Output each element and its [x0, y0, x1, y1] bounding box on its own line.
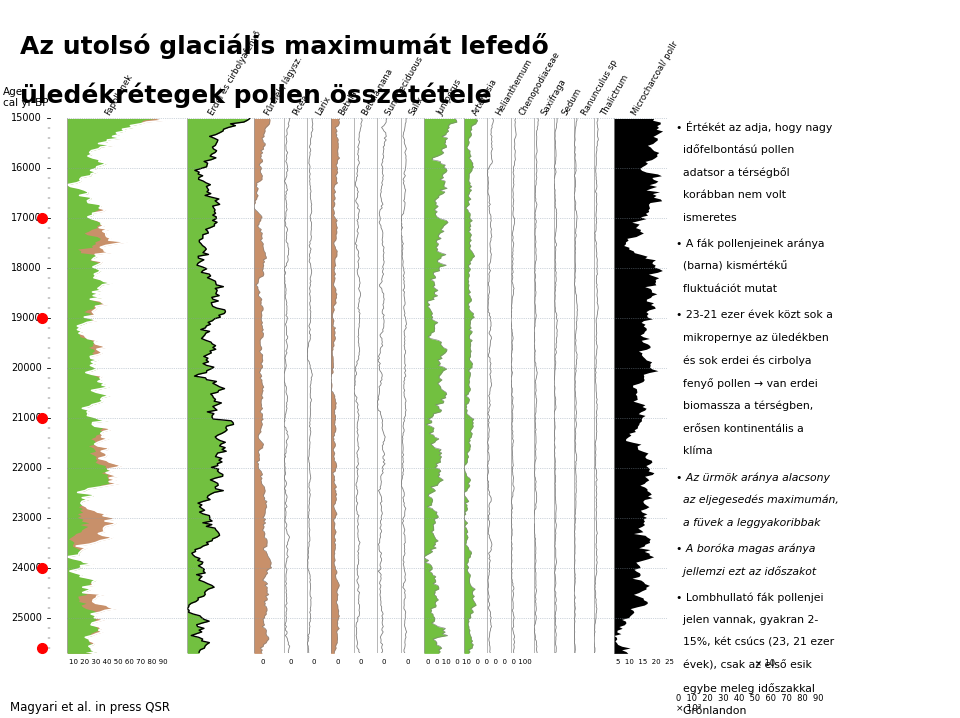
Text: Microcharcoal/ pollr: Microcharcoal/ pollr	[630, 39, 680, 117]
Text: időfelbontású pollen: időfelbontású pollen	[676, 144, 794, 155]
Text: 15000: 15000	[11, 113, 41, 123]
Text: 17000: 17000	[11, 213, 41, 223]
Text: 23000: 23000	[11, 513, 41, 523]
Text: Grönlandon: Grönlandon	[676, 706, 746, 716]
Text: 0: 0	[289, 659, 293, 665]
Text: jellemzi ezt az időszakot: jellemzi ezt az időszakot	[676, 567, 816, 577]
Text: 10 20 30 40 50 60 70 80 90: 10 20 30 40 50 60 70 80 90	[69, 659, 168, 665]
Text: klíma: klíma	[676, 447, 712, 457]
Text: Fűrélék, lágysz.: Fűrélék, lágysz.	[263, 55, 304, 117]
Text: 18000: 18000	[11, 264, 41, 274]
Text: 16000: 16000	[11, 164, 41, 174]
Text: erősen kontinentális a: erősen kontinentális a	[676, 424, 804, 434]
Text: Thalictrum: Thalictrum	[600, 73, 631, 117]
Text: 25000: 25000	[11, 613, 41, 623]
Text: 0: 0	[382, 659, 387, 665]
Text: Az utolsó glaciális maximumát lefedő: Az utolsó glaciális maximumát lefedő	[20, 33, 549, 59]
Text: 24000: 24000	[11, 564, 41, 574]
Text: Juniperus: Juniperus	[436, 78, 464, 117]
Text: • A boróka magas aránya: • A boróka magas aránya	[676, 544, 815, 554]
Text: adatsor a térségből: adatsor a térségből	[676, 167, 790, 178]
Text: Magyari et al. in press QSR: Magyari et al. in press QSR	[10, 701, 170, 714]
Text: Artemisia: Artemisia	[470, 77, 499, 117]
Text: 0: 0	[260, 659, 265, 665]
Text: 21000: 21000	[11, 414, 41, 424]
Text: Erdei és cirbolyafenyő: Erdei és cirbolyafenyő	[207, 29, 263, 117]
Text: Larix: Larix	[314, 94, 332, 117]
Text: • Az ürmök aránya alacsony: • Az ürmök aránya alacsony	[676, 472, 829, 482]
Text: egybe meleg időszakkal: egybe meleg időszakkal	[676, 684, 815, 694]
Text: 5  10  15  20  25: 5 10 15 20 25	[615, 659, 674, 665]
Text: jelen vannak, gyakran 2-: jelen vannak, gyakran 2-	[676, 615, 818, 625]
Text: 0  0 10  0 10  0  0  0  0  0 100: 0 0 10 0 10 0 0 0 0 0 100	[426, 659, 532, 665]
Text: ismeretes: ismeretes	[676, 213, 736, 223]
Text: a füvek a leggyakoribbak: a füvek a leggyakoribbak	[676, 518, 821, 528]
Text: üledékrétegek pollen összetétele: üledékrétegek pollen összetétele	[20, 83, 492, 108]
Text: 19000: 19000	[11, 314, 41, 323]
Text: 20000: 20000	[11, 363, 41, 373]
Text: korábban nem volt: korábban nem volt	[676, 190, 786, 200]
Text: • Lombhullató fák pollenjei: • Lombhullató fák pollenjei	[676, 592, 824, 602]
Text: 0: 0	[312, 659, 317, 665]
Text: Helianthemum: Helianthemum	[494, 57, 534, 117]
Text: Saxifraga: Saxifraga	[540, 77, 568, 117]
Text: 0: 0	[335, 659, 340, 665]
Text: Age
cal yr BP: Age cal yr BP	[4, 87, 49, 108]
Text: és sok erdei és cirbolya: és sok erdei és cirbolya	[676, 355, 811, 365]
Text: × 10²: × 10²	[676, 704, 702, 713]
Text: × 10: × 10	[755, 659, 775, 668]
Text: • A fák pollenjeinek aránya: • A fák pollenjeinek aránya	[676, 238, 825, 249]
Text: 0: 0	[405, 659, 410, 665]
Text: 0  10  20  30  40  50  60  70  80  90: 0 10 20 30 40 50 60 70 80 90	[676, 694, 824, 703]
Text: Chenopodiaceae: Chenopodiaceae	[517, 50, 562, 117]
Text: Betula nana: Betula nana	[361, 67, 395, 117]
Text: fluktuációt mutat: fluktuációt mutat	[676, 284, 777, 294]
Text: évek), csak az első esik: évek), csak az első esik	[676, 661, 812, 671]
Text: Salix: Salix	[408, 95, 425, 117]
Text: 0: 0	[359, 659, 363, 665]
Text: • 23-21 ezer évek közt sok a: • 23-21 ezer évek közt sok a	[676, 309, 833, 320]
Text: Ranunculus sp: Ranunculus sp	[580, 58, 619, 117]
Text: 15%, két csúcs (23, 21 ezer: 15%, két csúcs (23, 21 ezer	[676, 638, 834, 648]
Text: (barna) kismértékű: (barna) kismértékű	[676, 261, 787, 271]
Text: biomassza a térségben,: biomassza a térségben,	[676, 401, 813, 411]
Text: fenyő pollen → van erdei: fenyő pollen → van erdei	[676, 378, 818, 389]
Text: Sedum: Sedum	[560, 86, 583, 117]
Text: Betula: Betula	[338, 88, 359, 117]
Text: Picea: Picea	[291, 93, 310, 117]
Text: mikropernye az üledékben: mikropernye az üledékben	[676, 332, 828, 343]
Text: • Értékét az adja, hogy nagy: • Értékét az adja, hogy nagy	[676, 121, 832, 134]
Text: 22000: 22000	[11, 463, 41, 473]
Text: Fapollenek: Fapollenek	[104, 73, 134, 117]
Text: Sum deciduous: Sum deciduous	[384, 55, 425, 117]
Text: az eljegesedés maximumán,: az eljegesedés maximumán,	[676, 495, 839, 505]
